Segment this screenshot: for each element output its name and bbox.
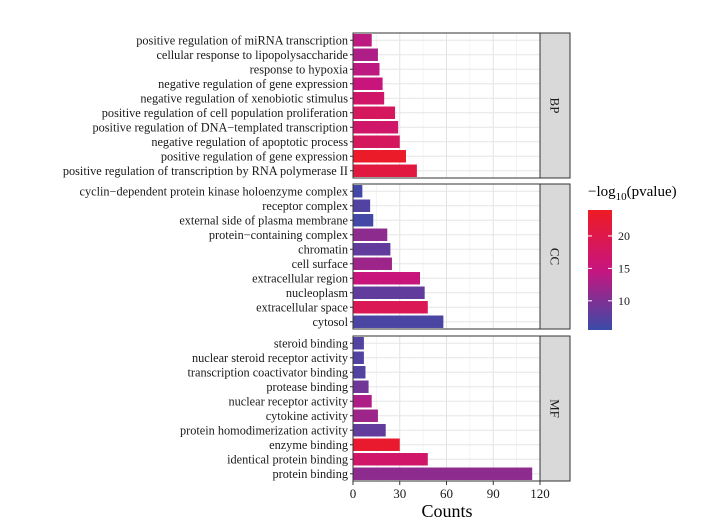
bar	[353, 453, 428, 466]
bar	[353, 243, 391, 256]
colorbar-tick-label: 15	[618, 261, 630, 275]
bar	[353, 214, 374, 227]
panel-bp: positive regulation of transcription by …	[63, 32, 571, 179]
bar	[353, 286, 425, 299]
y-tick-label: extracellular space	[256, 300, 348, 314]
x-tick-label: 30	[393, 486, 406, 501]
y-tick-label: nuclear receptor activity	[229, 394, 349, 408]
bar	[353, 164, 417, 177]
bar	[353, 351, 364, 364]
y-tick-label: protein binding	[273, 467, 348, 481]
y-tick-label: identical protein binding	[227, 452, 348, 466]
y-tick-label: positive regulation of DNA−templated tra…	[92, 120, 348, 134]
y-tick-label: negative regulation of apoptotic process	[151, 135, 348, 149]
colorbar-tick-label: 20	[618, 229, 630, 243]
facet-strip	[539, 183, 571, 330]
colorbar-title-suffix: (pvalue)	[627, 184, 677, 200]
colorbar-gradient	[588, 210, 612, 330]
facet-strip-label: CC	[548, 248, 563, 265]
y-tick-label: cytokine activity	[266, 409, 349, 423]
y-tick-label: transcription coactivator binding	[188, 365, 349, 379]
x-axis-title: Counts	[421, 501, 472, 521]
bar	[353, 185, 363, 198]
bar	[353, 301, 428, 314]
y-tick-label: protease binding	[266, 380, 348, 394]
y-tick-label: positive regulation of miRNA transcripti…	[136, 33, 348, 47]
x-tick-label: 120	[530, 486, 550, 501]
colorbar-tick-label: 10	[618, 294, 630, 308]
bar	[353, 77, 383, 90]
bar	[353, 48, 378, 61]
facet-strip-label: MF	[548, 399, 563, 418]
y-tick-label: cytosol	[312, 315, 348, 329]
y-tick-label: extracellular region	[252, 271, 348, 285]
y-tick-label: negative regulation of xenobiotic stimul…	[140, 91, 348, 105]
facet-panels: positive regulation of transcription by …	[63, 32, 571, 482]
bar	[353, 135, 400, 148]
x-tick-label: 0	[350, 486, 357, 501]
y-tick-label: protein−containing complex	[209, 228, 348, 242]
bar	[353, 257, 392, 270]
y-tick-label: cell surface	[292, 257, 349, 271]
bar	[353, 106, 396, 119]
y-tick-label: nuclear steroid receptor activity	[192, 351, 349, 365]
bar	[353, 337, 364, 350]
bar	[353, 315, 444, 328]
bar	[353, 199, 371, 212]
y-tick-label: protein homodimerization activity	[180, 423, 349, 437]
colorbar-title-subscript: 10	[616, 191, 628, 203]
bar	[353, 366, 366, 379]
bar	[353, 467, 533, 480]
y-tick-label: cyclin−dependent protein kinase holoenzy…	[80, 184, 349, 198]
y-tick-label: steroid binding	[274, 336, 348, 350]
bar	[353, 34, 372, 47]
facet-strip-label: BP	[548, 98, 563, 114]
colorbar-title-prefix: −log	[588, 184, 616, 200]
y-tick-label: receptor complex	[262, 199, 348, 213]
x-axis: 0 30 60 90 120	[350, 481, 550, 501]
y-tick-label: response to hypoxia	[250, 62, 349, 76]
bar	[353, 121, 399, 134]
y-tick-label: positive regulation of transcription by …	[63, 164, 348, 178]
bar	[353, 395, 372, 408]
bar	[353, 438, 400, 451]
facet-strip	[539, 335, 571, 482]
x-tick-label: 60	[440, 486, 453, 501]
y-tick-label: cellular response to lipopolysaccharide	[156, 48, 348, 62]
colorbar-ticks: 10 15 20	[588, 229, 630, 308]
colorbar-title: −log10(pvalue)	[588, 184, 677, 203]
facet-strip	[539, 32, 571, 179]
bar	[353, 63, 380, 76]
y-tick-label: nucleoplasm	[286, 286, 349, 300]
bar	[353, 92, 385, 105]
y-tick-label: external side of plasma membrane	[179, 213, 348, 227]
bar	[353, 424, 386, 437]
y-tick-label: positive regulation of cell population p…	[102, 106, 348, 120]
bar	[353, 409, 378, 422]
x-tick-label: 90	[487, 486, 500, 501]
bar	[353, 272, 421, 285]
y-tick-label: enzyme binding	[269, 438, 348, 452]
y-tick-label: negative regulation of gene expression	[158, 77, 348, 91]
y-tick-label: positive regulation of gene expression	[161, 149, 348, 163]
bar	[353, 150, 406, 163]
bar	[353, 380, 369, 393]
bar	[353, 228, 388, 241]
y-tick-label: chromatin	[298, 242, 348, 256]
